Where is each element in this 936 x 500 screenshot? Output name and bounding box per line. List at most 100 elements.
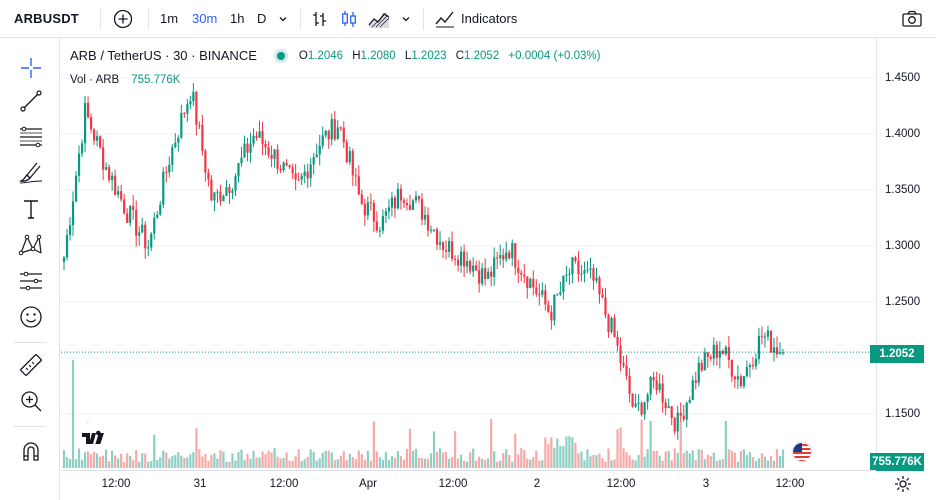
candle	[718, 341, 721, 369]
intervals-dropdown[interactable]	[277, 0, 289, 37]
volume-bar	[360, 453, 363, 468]
volume-bar	[655, 450, 658, 468]
candle	[222, 194, 225, 202]
volume-bar	[264, 454, 267, 468]
volume-bar	[538, 460, 541, 468]
candle	[162, 167, 165, 209]
volume-bar	[748, 452, 752, 468]
candle	[757, 327, 761, 364]
candle	[303, 164, 306, 184]
candle	[402, 197, 406, 209]
divider	[423, 8, 424, 30]
volume-bar	[207, 460, 210, 468]
volume-bar	[366, 450, 369, 468]
candle	[144, 221, 147, 259]
candle	[129, 204, 132, 227]
candle	[769, 330, 773, 353]
compare-symbol-button[interactable]	[112, 0, 134, 37]
brush-tool[interactable]	[16, 158, 46, 188]
interval-1h[interactable]: 1h	[230, 11, 245, 26]
candle	[607, 313, 610, 338]
volume-bar	[102, 455, 105, 468]
volume-bar	[649, 420, 652, 468]
volume-bar	[243, 460, 246, 468]
volume-bar	[441, 452, 445, 468]
volume-bar	[117, 458, 120, 468]
volume-label[interactable]: Vol · ARB	[70, 74, 120, 86]
magnet-tool[interactable]	[16, 436, 46, 466]
candle	[550, 305, 553, 330]
fib-retracement-tool[interactable]	[16, 122, 46, 152]
chart-type-dropdown[interactable]	[400, 0, 412, 37]
candle	[763, 332, 767, 348]
volume-bar	[285, 452, 288, 468]
measure-tool[interactable]	[16, 350, 46, 380]
candle	[456, 255, 460, 272]
forecasting-tool[interactable]	[16, 266, 46, 296]
volume-bar	[201, 456, 204, 468]
volume-bar	[730, 450, 733, 468]
trend-line-tool[interactable]	[16, 86, 46, 116]
volume-bar	[673, 448, 676, 468]
candle	[466, 251, 469, 274]
volume-bar	[685, 450, 688, 468]
price-tick: 1.3000	[885, 240, 921, 252]
volume-bar	[162, 450, 165, 468]
settings-button[interactable]	[893, 474, 913, 494]
candle	[168, 156, 171, 178]
interval-d[interactable]: D	[257, 11, 267, 26]
volume-bar	[586, 449, 589, 468]
volume-bar	[652, 450, 655, 468]
candle	[138, 226, 141, 246]
candle	[505, 241, 508, 263]
volume-bar	[402, 459, 406, 468]
text-tool[interactable]	[16, 194, 46, 224]
indicators-label: Indicators	[461, 11, 518, 26]
indicators-button[interactable]: Indicators	[435, 0, 517, 37]
volume-bar	[95, 453, 99, 468]
gear-icon	[895, 476, 911, 492]
price-tick: 1.4000	[885, 128, 921, 140]
time-axis[interactable]: 12:00 31 12:00 Apr 12:00 2 12:00 3 12:00	[61, 470, 876, 500]
price-chart[interactable]	[61, 38, 876, 470]
candle	[399, 184, 403, 210]
interval-30m[interactable]: 30m	[192, 11, 218, 26]
candle	[487, 267, 490, 280]
symbol-search[interactable]: ARBUSDT	[14, 11, 79, 26]
candle	[447, 237, 451, 258]
volume-bar	[318, 458, 321, 468]
candle	[438, 231, 442, 251]
volume-bar	[697, 449, 700, 468]
price-axis[interactable]: 1.4500 1.4000 1.3500 1.3000 1.2500 1.150…	[876, 38, 936, 470]
volume-bar	[438, 448, 442, 468]
candle	[279, 164, 282, 174]
candle	[511, 239, 514, 267]
candle	[306, 163, 309, 189]
volume-bar	[267, 450, 270, 468]
zoom-tool[interactable]	[16, 386, 46, 416]
bar-chart-type-button[interactable]	[311, 0, 329, 37]
candle	[429, 225, 433, 234]
camera-icon	[902, 10, 922, 27]
interval-1m[interactable]: 1m	[160, 11, 179, 26]
patterns-tool[interactable]	[16, 230, 46, 260]
candle	[742, 375, 745, 389]
candle	[604, 288, 607, 319]
volume-bar	[736, 461, 739, 468]
volume-bar	[592, 454, 595, 468]
volume-bar	[667, 450, 670, 468]
candle	[712, 337, 715, 366]
candle	[396, 182, 400, 210]
icons-tool[interactable]	[16, 302, 46, 332]
candles-chart-type-button[interactable]	[340, 0, 358, 37]
symbol-description[interactable]: ARB / TetherUS · 30 · BINANCE	[70, 48, 257, 63]
candle	[291, 163, 294, 179]
crosshair-tool[interactable]	[16, 53, 46, 83]
snapshot-button[interactable]	[902, 0, 922, 37]
candle	[613, 314, 616, 338]
candle	[282, 161, 285, 173]
volume-bar	[375, 451, 378, 468]
area-chart-type-button[interactable]	[368, 0, 390, 37]
volume-bar	[219, 450, 222, 468]
candle	[685, 401, 688, 428]
